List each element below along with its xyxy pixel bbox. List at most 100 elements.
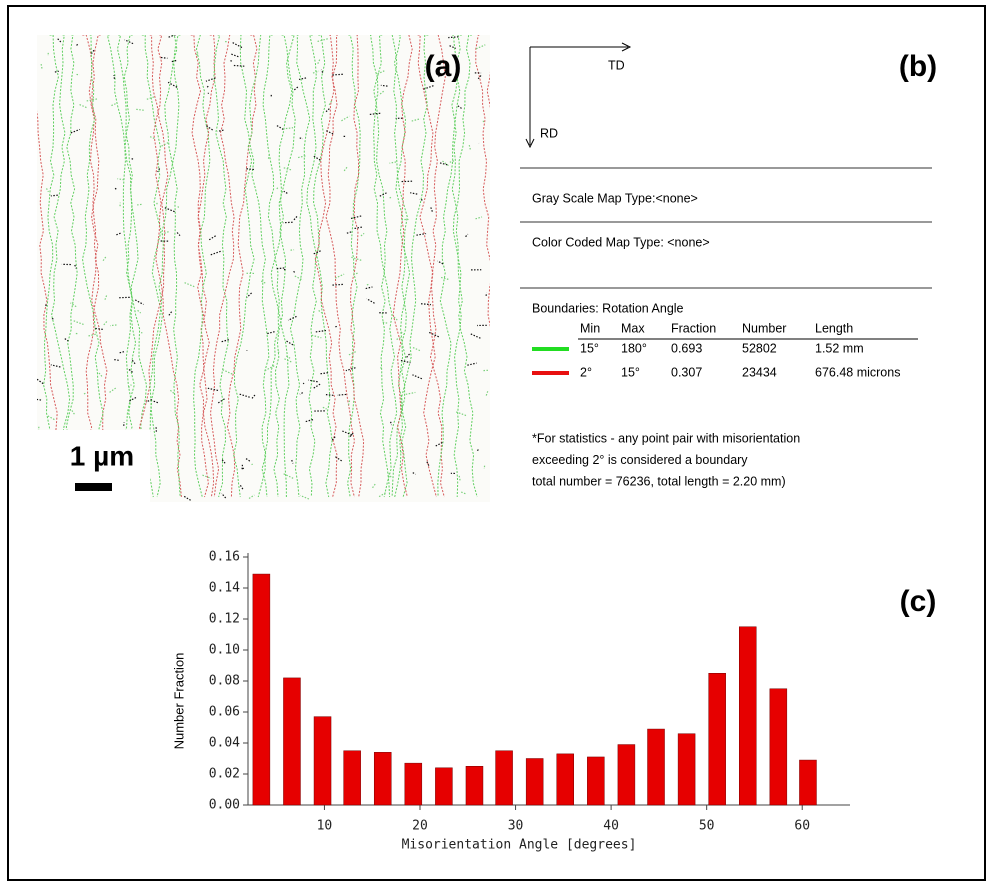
cell-boundary (350, 215, 362, 220)
table-cell: 0.693 (671, 341, 702, 355)
y-tick-label: 0.16 (209, 550, 240, 565)
cell-boundary (102, 256, 107, 262)
cell-boundary (137, 203, 142, 206)
info-text: Color Coded Map Type: <none> (532, 235, 710, 249)
cell-boundary (245, 458, 251, 462)
grain-boundary (164, 35, 181, 498)
y-tick-label: 0.10 (209, 643, 240, 658)
info-panel: TD RD Gray Scale Map Type:<none> Color C… (520, 42, 932, 488)
cell-boundary (145, 398, 153, 403)
cell-boundary (231, 53, 240, 58)
info-text: Boundaries: Rotation Angle (532, 301, 684, 315)
table-header: Max (621, 321, 645, 335)
cell-boundary (152, 400, 159, 404)
y-tick-label: 0.04 (209, 736, 240, 751)
cell-boundary (260, 280, 266, 284)
cell-boundary (275, 187, 279, 190)
cell-boundary (437, 260, 444, 265)
grain-boundary (437, 35, 461, 498)
cell-boundary (275, 267, 285, 270)
table-header: Fraction (671, 321, 716, 335)
cell-boundary (207, 92, 210, 94)
cell-boundary (366, 283, 369, 286)
cell-boundary (389, 421, 393, 426)
grain-boundary (81, 35, 104, 498)
cell-boundary (439, 162, 449, 166)
note: *For statistics - any point pair with mi… (532, 431, 800, 445)
cell-boundary (365, 286, 373, 290)
x-tick-label: 10 (317, 819, 333, 834)
cell-boundary (221, 459, 226, 464)
cell-boundary (277, 351, 280, 355)
cell-boundary (64, 338, 69, 342)
axis-label: TD (608, 58, 625, 72)
grain-boundary (106, 35, 154, 498)
cell-boundary (334, 455, 343, 462)
grain-boundary (306, 35, 333, 498)
cell-boundary (248, 494, 255, 499)
cell-boundary (325, 129, 334, 135)
cell-boundary (114, 359, 120, 361)
cell-boundary (457, 105, 463, 110)
cell-boundary (320, 69, 324, 73)
grain-boundary (391, 35, 411, 498)
cell-boundary (75, 43, 79, 47)
cell-boundary (91, 49, 95, 54)
cell-boundary (37, 378, 45, 385)
cell-boundary (230, 59, 233, 64)
cell-boundary (348, 351, 356, 356)
cell-boundary (113, 186, 117, 190)
grain-boundary (289, 35, 311, 498)
grain-boundary (451, 35, 478, 498)
cell-boundary (378, 90, 385, 96)
grain-boundary (233, 35, 262, 498)
y-tick-label: 0.12 (209, 612, 240, 627)
cell-boundary (293, 86, 299, 91)
cell-boundary (378, 491, 388, 498)
grain-boundary (325, 35, 356, 498)
cell-boundary (335, 325, 338, 328)
cell-boundary (86, 98, 98, 102)
cell-boundary (283, 473, 294, 480)
cell-boundary (412, 472, 416, 475)
cell-boundary (302, 382, 305, 385)
grain-boundary (417, 35, 445, 498)
cell-boundary (283, 357, 292, 363)
cell-boundary (405, 353, 410, 359)
scale-label: 1 µm (70, 440, 134, 471)
cell-boundary (221, 492, 227, 499)
table-cell: 15° (621, 365, 640, 379)
grain-boundary (138, 35, 169, 498)
x-tick-label: 60 (794, 819, 810, 834)
cell-boundary (155, 201, 158, 205)
cell-boundary (57, 38, 62, 43)
notes: *For statistics - any point pair with mi… (532, 431, 800, 488)
cell-boundary (285, 339, 294, 346)
cell-boundary (136, 108, 145, 111)
table-cell: 1.52 mm (815, 341, 864, 355)
cell-boundary (475, 216, 483, 220)
axis-arrows (525, 42, 632, 149)
table-cell: 180° (621, 341, 647, 355)
cell-boundary (396, 337, 401, 340)
cell-boundary (325, 394, 334, 396)
cell-boundary (103, 321, 108, 326)
cell-boundary (347, 400, 351, 406)
cell-boundary (177, 204, 180, 208)
bar (404, 762, 423, 806)
grain-boundary (392, 35, 413, 498)
x-tick-label: 20 (412, 819, 428, 834)
cell-boundary (430, 207, 434, 213)
panel-label: (b) (899, 50, 937, 83)
cell-boundary (312, 250, 321, 255)
grain-boundary (77, 35, 101, 498)
cell-boundary (292, 270, 296, 273)
x-tick-label: 30 (508, 819, 524, 834)
cell-boundary (246, 168, 255, 171)
grain-boundary (137, 35, 163, 498)
cell-boundary (276, 125, 284, 131)
cell-boundary (117, 178, 125, 181)
grain-boundary (197, 35, 216, 498)
grain-boundary (209, 35, 235, 498)
bar (373, 752, 392, 806)
